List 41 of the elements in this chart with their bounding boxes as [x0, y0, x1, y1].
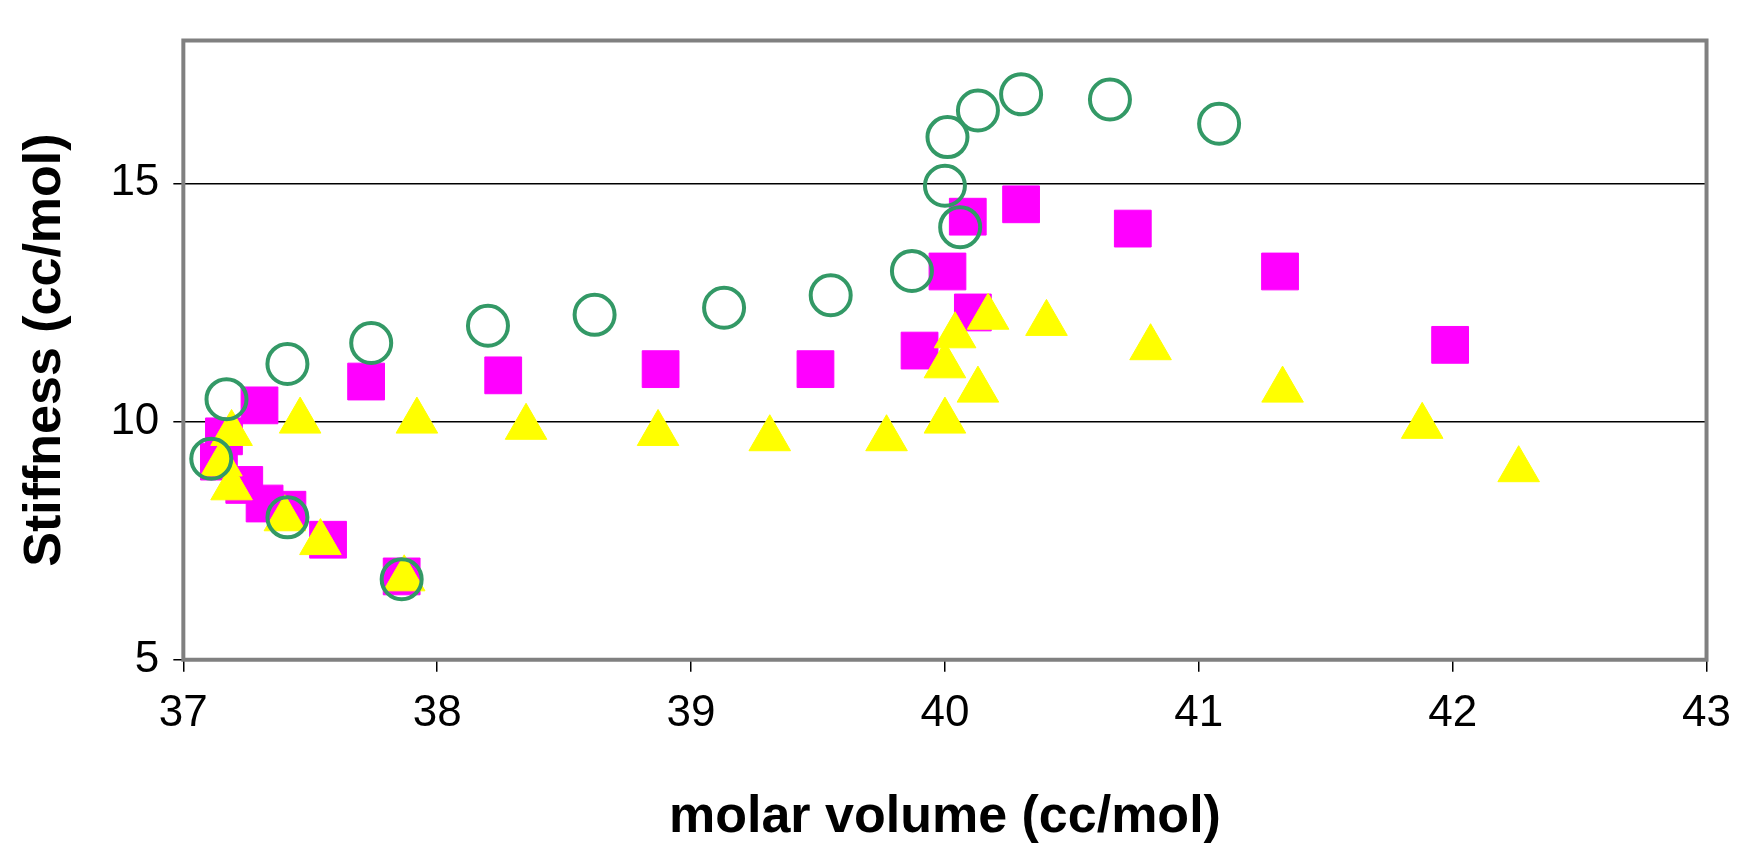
point	[922, 163, 967, 208]
x-axis-title: molar volume (cc/mol)	[668, 785, 1221, 844]
x-tick-label: 42	[1428, 686, 1478, 736]
point	[925, 115, 970, 160]
point	[1261, 252, 1299, 291]
point	[379, 557, 424, 602]
point	[808, 273, 853, 318]
point	[1197, 101, 1242, 146]
point	[265, 495, 310, 540]
point	[572, 292, 617, 337]
x-tick-label: 38	[412, 686, 462, 736]
point	[938, 205, 983, 250]
point	[240, 386, 279, 425]
point	[889, 249, 934, 294]
point	[465, 303, 510, 348]
point	[189, 436, 234, 481]
y-tick-label: 15	[110, 155, 160, 205]
point	[796, 350, 835, 389]
x-tick-label: 40	[920, 686, 970, 736]
x-tick-label: 41	[1174, 686, 1224, 736]
point	[928, 252, 967, 291]
point	[265, 341, 310, 386]
point	[702, 285, 747, 330]
x-tick-label: 39	[666, 686, 716, 736]
point	[1431, 325, 1470, 364]
point	[900, 331, 939, 370]
point	[1087, 77, 1132, 122]
point	[1113, 209, 1152, 248]
y-axis-title: Stiffness (cc/mol)	[12, 133, 71, 567]
x-tick-label: 43	[1682, 686, 1732, 736]
point	[641, 350, 680, 389]
point	[1002, 185, 1040, 224]
point	[204, 377, 249, 422]
y-tick-label: 10	[110, 393, 160, 443]
point	[484, 356, 523, 395]
point	[999, 72, 1044, 117]
x-tick-label: 37	[158, 686, 208, 736]
point	[347, 362, 386, 401]
point	[349, 320, 394, 365]
y-tick-label: 5	[134, 631, 160, 681]
point	[955, 88, 1000, 133]
